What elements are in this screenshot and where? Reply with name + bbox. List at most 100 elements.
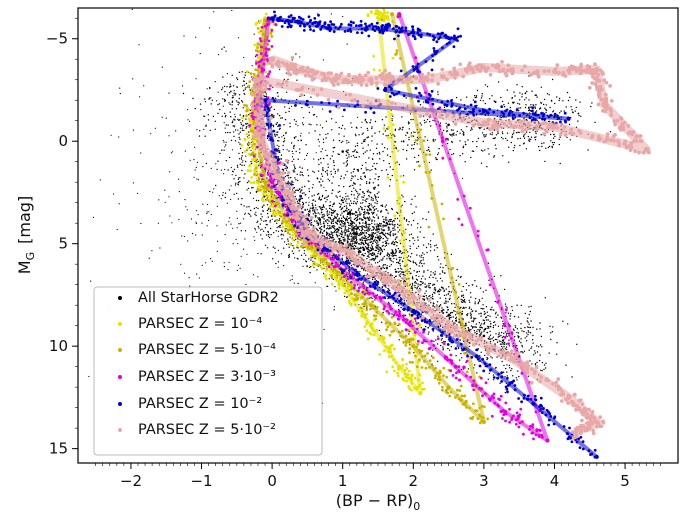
data-point xyxy=(373,252,375,255)
data-point xyxy=(345,165,347,167)
data-point xyxy=(497,132,499,135)
data-point xyxy=(389,155,392,158)
data-point xyxy=(319,213,321,215)
data-point xyxy=(472,150,475,152)
data-point xyxy=(326,154,328,157)
data-point xyxy=(416,279,419,281)
data-point xyxy=(314,200,316,202)
data-point xyxy=(243,248,245,250)
data-point xyxy=(486,166,488,168)
data-point xyxy=(489,315,491,317)
data-point xyxy=(276,134,278,136)
data-point xyxy=(476,145,478,148)
data-point xyxy=(257,199,260,202)
data-point xyxy=(590,105,592,108)
data-point xyxy=(269,219,271,222)
data-point xyxy=(408,234,411,236)
data-point xyxy=(346,43,348,45)
data-point xyxy=(528,313,530,316)
data-point xyxy=(450,316,452,319)
data-point xyxy=(321,175,324,177)
data-point xyxy=(333,202,335,204)
data-point xyxy=(360,218,362,220)
data-point xyxy=(266,177,268,179)
data-point xyxy=(342,220,345,223)
data-point xyxy=(371,297,373,300)
data-point xyxy=(416,143,418,145)
data-point xyxy=(448,298,451,301)
data-point xyxy=(279,68,281,71)
data-point xyxy=(355,151,358,153)
data-point xyxy=(394,248,397,251)
data-point xyxy=(322,208,324,211)
data-point xyxy=(341,257,343,259)
data-point xyxy=(90,280,92,282)
data-point xyxy=(283,140,286,142)
data-point xyxy=(587,149,589,151)
data-point xyxy=(447,293,450,295)
data-point xyxy=(475,96,478,98)
data-point xyxy=(359,193,361,195)
data-point xyxy=(328,278,330,280)
data-point xyxy=(462,134,465,136)
data-point xyxy=(372,182,374,184)
data-point xyxy=(373,259,375,262)
data-point xyxy=(187,119,189,121)
data-point xyxy=(326,233,328,235)
data-point xyxy=(289,122,291,125)
data-point xyxy=(224,91,226,93)
data-point xyxy=(459,359,461,361)
data-point xyxy=(383,160,385,162)
data-point xyxy=(333,168,335,170)
data-point xyxy=(308,111,311,114)
data-point xyxy=(317,224,319,226)
data-point xyxy=(535,111,537,114)
data-point xyxy=(548,120,550,123)
data-point xyxy=(201,264,203,266)
data-point xyxy=(575,99,577,101)
data-point xyxy=(342,15,344,18)
data-point xyxy=(284,176,286,178)
data-point xyxy=(554,102,556,105)
data-point xyxy=(217,240,219,242)
data-point xyxy=(308,266,311,269)
data-point xyxy=(447,314,450,317)
data-point xyxy=(500,340,502,343)
data-point xyxy=(365,220,367,223)
data-point xyxy=(365,222,368,224)
data-point xyxy=(380,211,382,213)
data-point xyxy=(341,220,343,222)
data-point xyxy=(235,174,237,177)
data-point xyxy=(342,215,344,217)
data-point xyxy=(432,119,434,122)
data-point xyxy=(360,226,362,228)
data-point xyxy=(206,225,208,227)
data-point xyxy=(451,141,453,143)
data-point xyxy=(310,259,312,261)
data-point xyxy=(372,206,374,209)
data-point xyxy=(367,217,370,220)
data-point xyxy=(417,154,420,157)
data-point xyxy=(390,273,392,275)
data-point xyxy=(445,294,448,296)
data-point xyxy=(387,288,390,290)
data-point xyxy=(288,107,291,110)
data-point xyxy=(391,249,394,252)
data-point xyxy=(470,127,473,129)
data-point xyxy=(337,170,339,172)
data-point xyxy=(264,95,266,98)
data-point xyxy=(465,306,467,309)
data-point xyxy=(514,325,516,327)
data-point xyxy=(374,195,376,197)
data-point xyxy=(308,258,310,260)
data-point xyxy=(449,148,451,151)
data-point xyxy=(544,107,546,110)
data-point xyxy=(188,277,190,279)
data-point xyxy=(340,127,343,130)
data-point xyxy=(529,332,532,334)
data-point xyxy=(462,146,464,149)
data-point xyxy=(344,228,346,230)
data-point xyxy=(529,360,531,362)
data-point xyxy=(422,252,424,254)
data-point xyxy=(234,93,237,95)
